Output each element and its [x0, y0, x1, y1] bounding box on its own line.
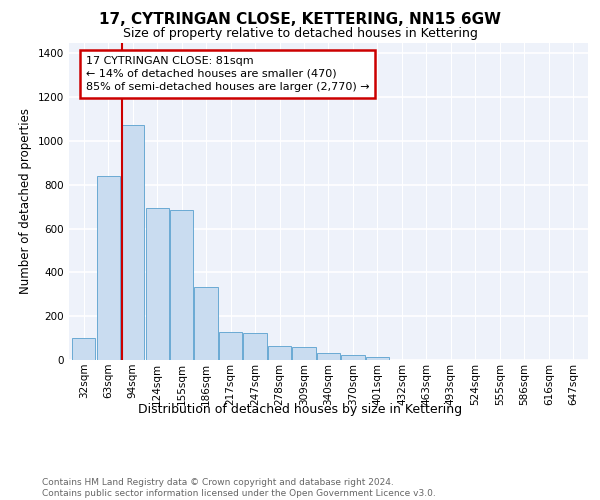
Text: 17, CYTRINGAN CLOSE, KETTERING, NN15 6GW: 17, CYTRINGAN CLOSE, KETTERING, NN15 6GW [99, 12, 501, 28]
Bar [146, 208, 169, 360]
Bar [366, 356, 389, 360]
Text: Distribution of detached houses by size in Kettering: Distribution of detached houses by size … [138, 402, 462, 415]
Bar [341, 354, 365, 360]
Y-axis label: Number of detached properties: Number of detached properties [19, 108, 32, 294]
Text: Contains HM Land Registry data © Crown copyright and database right 2024.
Contai: Contains HM Land Registry data © Crown c… [42, 478, 436, 498]
Bar [268, 346, 291, 360]
Bar [97, 176, 120, 360]
Bar [170, 210, 193, 360]
Text: Size of property relative to detached houses in Kettering: Size of property relative to detached ho… [122, 28, 478, 40]
Bar [194, 286, 218, 360]
Bar [317, 354, 340, 360]
Bar [292, 347, 316, 360]
Bar [219, 332, 242, 360]
Bar [244, 332, 266, 360]
Bar [121, 124, 144, 360]
Text: 17 CYTRINGAN CLOSE: 81sqm
← 14% of detached houses are smaller (470)
85% of semi: 17 CYTRINGAN CLOSE: 81sqm ← 14% of detac… [86, 56, 369, 92]
Bar [72, 338, 95, 360]
